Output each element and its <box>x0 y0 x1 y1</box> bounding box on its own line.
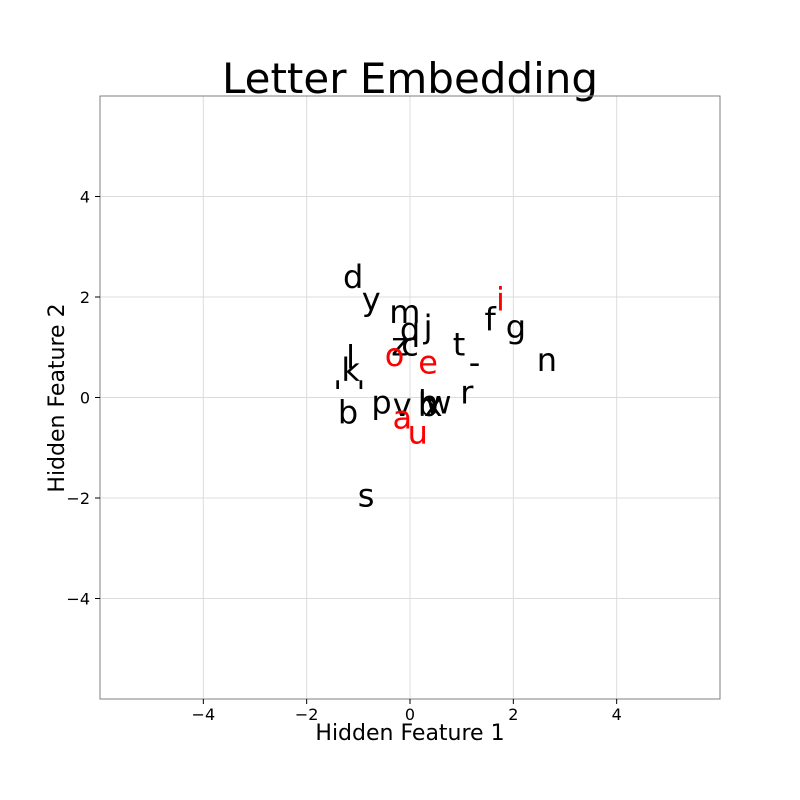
y-tick-label: 4 <box>80 188 90 207</box>
grid-lines <box>100 96 720 699</box>
letter-point: ' <box>357 373 366 411</box>
letter-point: o <box>385 336 405 374</box>
letter-point: v <box>393 386 412 424</box>
y-tick-label: −2 <box>66 489 90 508</box>
letter-point: h <box>418 384 438 422</box>
letter-point: ' <box>333 373 342 411</box>
letter-point: f <box>484 301 496 339</box>
letter-point: r <box>460 373 474 411</box>
letter-point: x <box>424 386 443 424</box>
letter-point: - <box>469 343 481 381</box>
y-axis-label: Hidden Feature 2 <box>45 303 70 492</box>
letter-point: w <box>425 384 451 422</box>
chart-title: Letter Embedding <box>222 54 598 103</box>
letter-point: t <box>453 326 466 364</box>
axis-ticks: −4 −2 0 2 4 −4 −2 0 2 4 <box>66 188 621 725</box>
letter-point: z <box>391 326 408 364</box>
letter-point: l <box>346 338 355 376</box>
x-tick-label: 4 <box>612 705 622 724</box>
letter-point: n <box>537 341 557 379</box>
letter-point: s <box>358 476 375 514</box>
letter-point: e <box>418 343 438 381</box>
letter-point: a <box>392 399 412 437</box>
letter-point: p <box>371 384 391 422</box>
letter-point: i <box>496 281 505 319</box>
letter-point: c <box>401 326 419 364</box>
letter-point: y <box>362 281 381 319</box>
letter-point: g <box>506 308 526 346</box>
letter-point: j <box>423 308 433 346</box>
letter-point: m <box>389 293 420 331</box>
letter-point: q <box>400 311 420 349</box>
y-tick-label: 0 <box>80 389 90 408</box>
x-tick-label: 0 <box>405 705 415 724</box>
x-tick-label: −2 <box>295 705 319 724</box>
letter-point: k <box>341 351 360 389</box>
y-tick-label: −4 <box>66 590 90 609</box>
x-axis-label: Hidden Feature 1 <box>315 721 504 746</box>
letter-point: b <box>418 386 438 424</box>
letter-point: d <box>343 258 363 296</box>
x-tick-label: −4 <box>192 705 216 724</box>
y-tick-label: 2 <box>80 288 90 307</box>
x-tick-label: 2 <box>508 705 518 724</box>
letter-point: b <box>338 394 358 432</box>
letter-point: u <box>408 414 428 452</box>
